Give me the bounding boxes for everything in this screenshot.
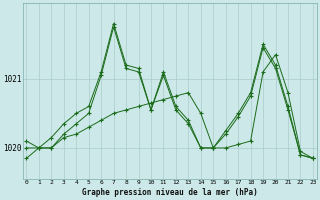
X-axis label: Graphe pression niveau de la mer (hPa): Graphe pression niveau de la mer (hPa) [82, 188, 258, 197]
